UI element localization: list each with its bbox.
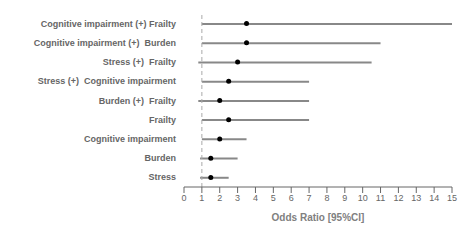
svg-text:6: 6	[289, 193, 294, 203]
svg-text:4: 4	[253, 193, 258, 203]
svg-text:3: 3	[235, 193, 240, 203]
svg-text:5: 5	[271, 193, 276, 203]
svg-text:7: 7	[307, 193, 312, 203]
svg-text:9: 9	[342, 193, 347, 203]
svg-text:Cognitive impairment: Cognitive impairment	[84, 134, 176, 144]
svg-text:12: 12	[393, 193, 403, 203]
svg-text:8: 8	[324, 193, 329, 203]
svg-text:Cognitive impairment (+) Frail: Cognitive impairment (+) Frailty	[41, 19, 176, 29]
svg-text:Burden: Burden	[145, 153, 177, 163]
svg-text:14: 14	[429, 193, 439, 203]
svg-text:15: 15	[447, 193, 457, 203]
svg-text:Burden (+) Frailty: Burden (+) Frailty	[99, 96, 176, 106]
svg-text:10: 10	[358, 193, 368, 203]
svg-text:11: 11	[376, 193, 385, 203]
svg-text:0: 0	[181, 193, 186, 203]
svg-text:Cognitive impairment (+) Burd: Cognitive impairment (+) Burden	[34, 38, 176, 48]
svg-text:Stress (+) Frailty: Stress (+) Frailty	[103, 57, 176, 67]
svg-text:1: 1	[199, 193, 204, 203]
svg-text:Stress (+) Cognitive impairme: Stress (+) Cognitive impairment	[38, 76, 176, 86]
svg-text:Stress: Stress	[148, 172, 176, 182]
svg-text:2: 2	[217, 193, 222, 203]
svg-text:Frailty: Frailty	[149, 115, 176, 125]
svg-text:13: 13	[411, 193, 421, 203]
svg-text:Odds Ratio [95%CI]: Odds Ratio [95%CI]	[272, 212, 365, 223]
